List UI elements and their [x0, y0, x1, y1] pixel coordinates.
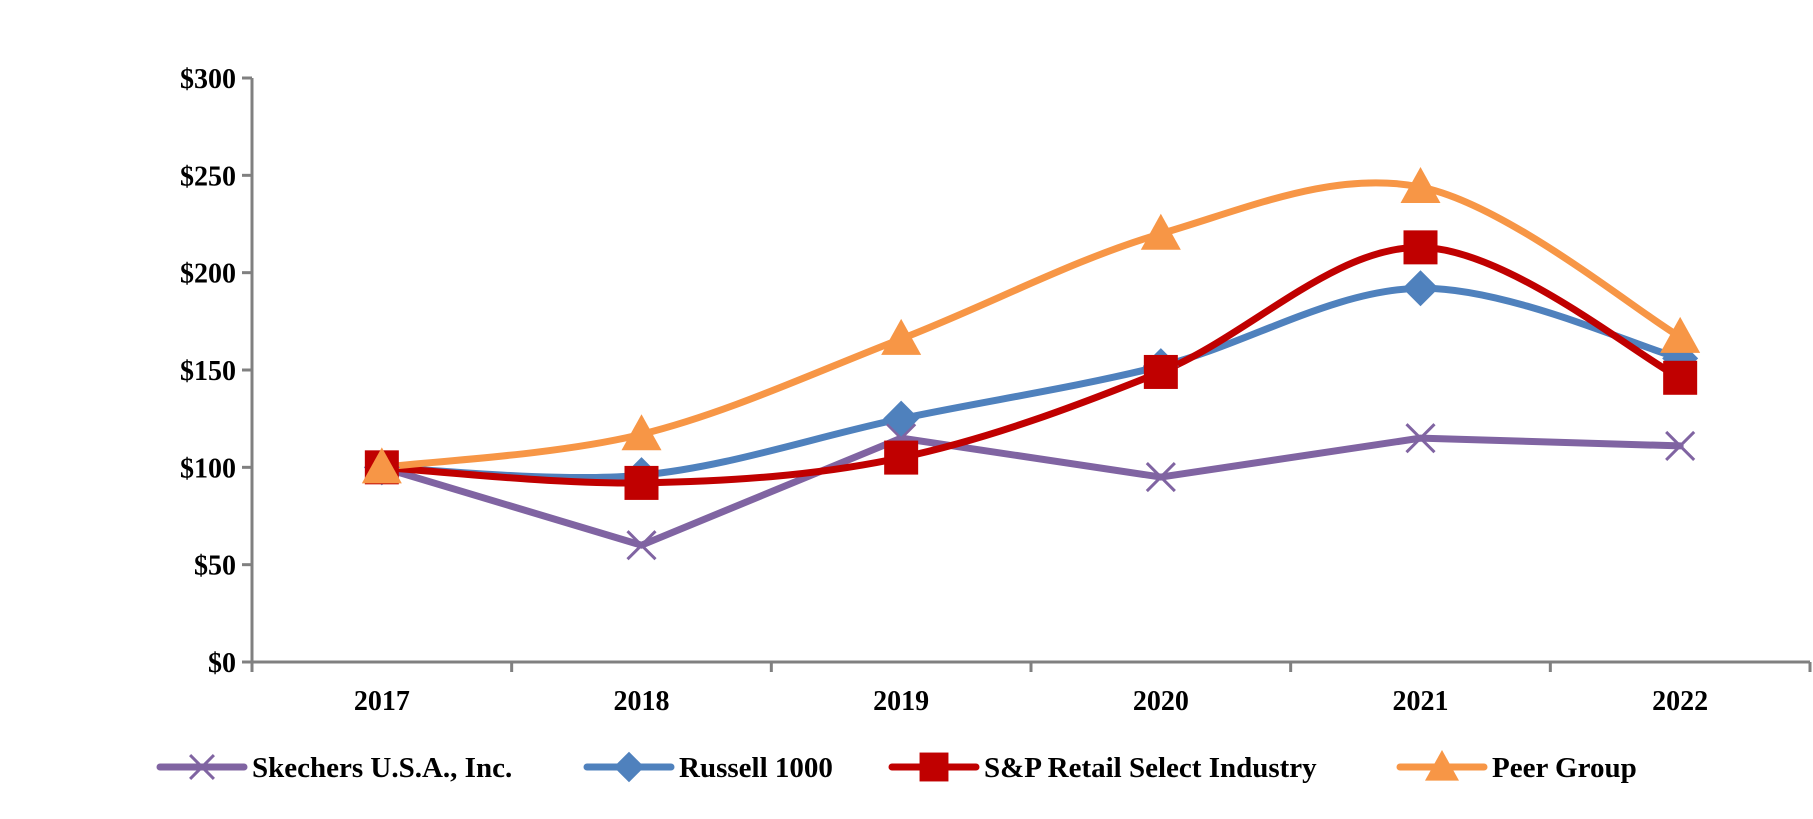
x-marker-stroke: [189, 754, 215, 780]
y-axis-tick-labels: $0 $50 $100 $150 $200 $250 $300: [180, 64, 236, 679]
series-line-russell-1000: [378, 284, 1684, 482]
data-point-s-p-retail-select-industry: [1663, 360, 1698, 395]
y-tick-label: $100: [180, 453, 236, 484]
data-point-s-p-retail-select-industry: [884, 440, 919, 475]
legend: Skechers U.S.A., Inc. Russell 1000 S&P Ret…: [156, 750, 1637, 784]
series-markers: [361, 167, 1701, 561]
y-tick-label: $300: [180, 64, 236, 95]
data-point-peer-group: [1400, 167, 1441, 204]
data-point-skechers-u-s-a-inc: [1665, 430, 1696, 461]
x-tick-label: 2022: [1652, 686, 1708, 717]
x-axis-tick-labels: 2017 2018 2019 2020 2021 2022: [354, 686, 1708, 717]
x-tick-label: 2019: [873, 686, 929, 717]
x-marker-stroke: [1405, 423, 1436, 454]
data-point-skechers-u-s-a-inc: [626, 530, 657, 561]
legend-item-skechers-u-s-a-inc: Skechers U.S.A., Inc.: [156, 752, 512, 784]
legend-swatch-marker: [613, 751, 645, 783]
y-tick-label: $200: [180, 259, 236, 290]
legend-item-russell-1000: Russell 1000: [583, 751, 833, 784]
x-marker-stroke: [1665, 430, 1696, 461]
data-point-skechers-u-s-a-inc: [1145, 462, 1176, 493]
data-point-peer-group: [1660, 316, 1701, 353]
y-tick-label: $50: [194, 551, 236, 582]
legend-item-s-p-retail-select-industry: S&P Retail Select Industry: [888, 752, 1317, 784]
y-tick-label: $250: [180, 161, 236, 192]
data-point-russell-1000: [1402, 270, 1439, 307]
x-tick-label: 2020: [1133, 686, 1189, 717]
legend-label: Russell 1000: [679, 752, 833, 784]
legend-item-peer-group: Peer Group: [1396, 750, 1637, 784]
series-lines: [378, 179, 1684, 549]
legend-label: Peer Group: [1492, 752, 1637, 784]
y-tick-label: $150: [180, 356, 236, 387]
legend-swatch-marker: [1425, 750, 1459, 781]
legend-label: S&P Retail Select Industry: [984, 752, 1317, 784]
data-point-s-p-retail-select-industry: [1403, 230, 1438, 265]
series-line-peer-group: [378, 179, 1684, 471]
legend-label: Skechers U.S.A., Inc.: [252, 752, 512, 784]
data-point-peer-group: [1140, 213, 1181, 250]
data-point-s-p-retail-select-industry: [1143, 354, 1178, 389]
y-tick-label: $0: [208, 648, 236, 679]
legend-swatch-marker: [189, 754, 215, 780]
x-marker-stroke: [1145, 462, 1176, 493]
x-tick-label: 2021: [1393, 686, 1449, 717]
data-point-s-p-retail-select-industry: [624, 465, 659, 500]
x-tick-label: 2018: [614, 686, 670, 717]
data-point-skechers-u-s-a-inc: [1405, 423, 1436, 454]
x-tick-label: 2017: [354, 686, 410, 717]
data-point-russell-1000: [883, 400, 920, 437]
x-marker-stroke: [626, 530, 657, 561]
series-line-skechers-u-s-a-inc: [378, 434, 1684, 549]
data-point-peer-group: [621, 414, 662, 451]
legend-swatch-marker: [919, 752, 949, 782]
data-point-peer-group: [881, 318, 922, 355]
data-point-peer-group: [361, 447, 402, 484]
series-line-s-p-retail-select-industry: [378, 243, 1684, 487]
chart-axes: [242, 76, 1812, 672]
